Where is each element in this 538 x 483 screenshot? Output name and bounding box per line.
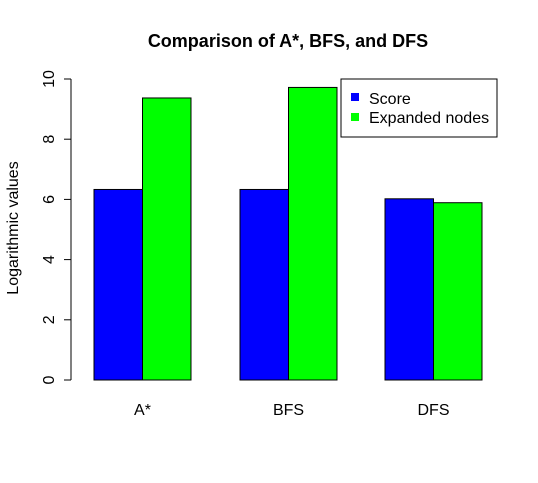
legend-label-expanded-nodes: Expanded nodes	[369, 110, 489, 127]
bar-expanded-nodes-dfs	[433, 202, 483, 381]
legend-swatch-score	[351, 93, 359, 101]
chart-title: Comparison of A*, BFS, and DFS	[148, 31, 428, 51]
y-tick-label: 8	[41, 135, 58, 144]
legend-label-score: Score	[369, 91, 411, 108]
bar-score-dfs	[384, 198, 434, 381]
bar-score-bfs	[239, 188, 289, 381]
legend-box	[340, 78, 498, 138]
y-axis-label: Logarithmic values	[5, 161, 22, 294]
y-axis: 0 2 4 6 8 10	[41, 70, 72, 384]
bar-score-a	[93, 188, 143, 381]
legend-swatch-expanded-nodes	[351, 113, 359, 121]
x-category-label: BFS	[273, 402, 304, 419]
bar-expanded-nodes-bfs	[288, 86, 338, 381]
y-tick-label: 6	[41, 195, 58, 204]
y-tick-label: 0	[41, 375, 58, 384]
legend: Score Expanded nodes	[340, 78, 498, 138]
y-tick-label: 2	[41, 315, 58, 324]
x-axis-labels: A* BFS DFS	[134, 402, 449, 419]
y-tick-label: 10	[41, 70, 58, 88]
bars-group	[93, 86, 483, 381]
x-category-label: DFS	[418, 402, 450, 419]
x-category-label: A*	[134, 402, 151, 419]
bar-expanded-nodes-a	[142, 97, 192, 381]
y-tick-label: 4	[41, 255, 58, 264]
